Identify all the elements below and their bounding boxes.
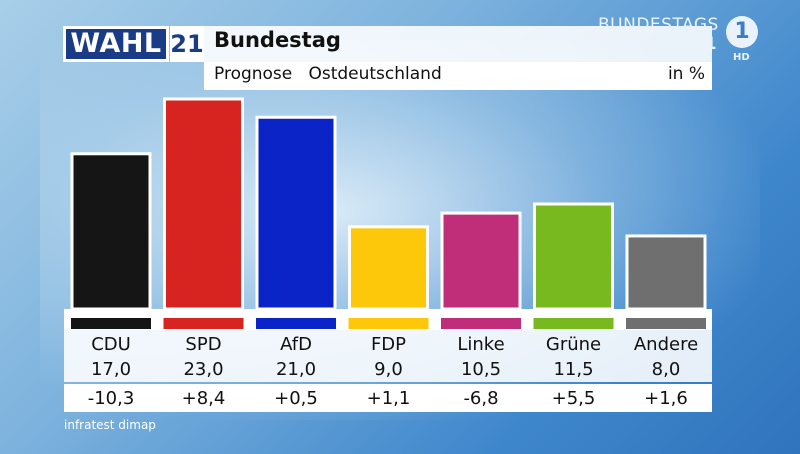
logo-line2: WAHL | 2021 xyxy=(598,35,719,54)
hd-icon: HD xyxy=(733,52,750,63)
chart-title: Bundestag xyxy=(214,28,341,52)
party-label: Andere xyxy=(633,334,699,355)
wahl-badge-year: 21 xyxy=(170,26,204,62)
party-label: CDU xyxy=(91,334,131,355)
color-swatch-andere xyxy=(626,318,706,329)
value-label: 9,0 xyxy=(374,359,403,380)
bar-grüne xyxy=(533,202,614,311)
chart-subtitle: Prognose Ostdeutschland xyxy=(214,64,442,84)
diff-label: +5,5 xyxy=(551,388,596,409)
bar-linke xyxy=(440,211,522,311)
color-swatch-cdu xyxy=(71,318,151,329)
bar-fdp xyxy=(348,225,429,311)
subtitle-strip xyxy=(204,62,712,90)
party-label: AfD xyxy=(280,334,312,355)
value-label: 8,0 xyxy=(651,359,681,380)
value-label: 23,0 xyxy=(183,359,224,380)
value-row: 17,0 23,0 21,0 9,0 10,5 11,5 8,0 xyxy=(64,356,712,382)
diff-label: -6,8 xyxy=(463,388,499,409)
diff-row: -10,3 +8,4 +0,5 +1,1 -6,8 +5,5 +1,6 xyxy=(64,384,712,412)
wahl-badge: WAHL xyxy=(63,26,169,62)
ard-logo-icon: 1 xyxy=(726,16,758,48)
color-swatch-afd xyxy=(256,318,336,329)
value-label: 10,5 xyxy=(460,359,502,380)
color-swatch-spd xyxy=(163,318,244,329)
party-label: Grüne xyxy=(545,334,602,355)
value-label: 21,0 xyxy=(275,359,317,380)
logo-line2-left: WAHL | xyxy=(598,34,668,54)
color-swatch-fdp xyxy=(348,318,429,329)
bar-cdu xyxy=(70,152,152,311)
bar-spd xyxy=(163,97,244,311)
party-label: FDP xyxy=(370,334,407,355)
diff-label: +1,1 xyxy=(366,388,411,409)
bar-andere xyxy=(625,234,707,311)
diff-label: +0,5 xyxy=(274,388,318,409)
value-label: 17,0 xyxy=(90,359,132,380)
party-label: SPD xyxy=(185,334,222,355)
title-strip xyxy=(204,26,712,62)
diff-label: +1,6 xyxy=(644,388,688,409)
party-label: Linke xyxy=(457,334,505,355)
value-label: 11,5 xyxy=(553,359,594,380)
party-label-row: CDU SPD AfD FDP Linke Grüne Andere xyxy=(64,330,712,356)
logo-year: 2021 xyxy=(667,34,718,54)
diff-label: -10,3 xyxy=(87,388,135,409)
bar-afd xyxy=(255,115,337,311)
broadcaster-logo-text: BUNDESTAGS WAHL | 2021 xyxy=(598,16,719,54)
color-swatch-grüne xyxy=(533,318,614,329)
unit-label: in % xyxy=(667,64,705,84)
logo-line1: BUNDESTAGS xyxy=(598,15,719,35)
diff-label: +8,4 xyxy=(181,388,226,409)
color-swatch-linke xyxy=(441,318,521,329)
source-label: infratest dimap xyxy=(64,418,156,432)
